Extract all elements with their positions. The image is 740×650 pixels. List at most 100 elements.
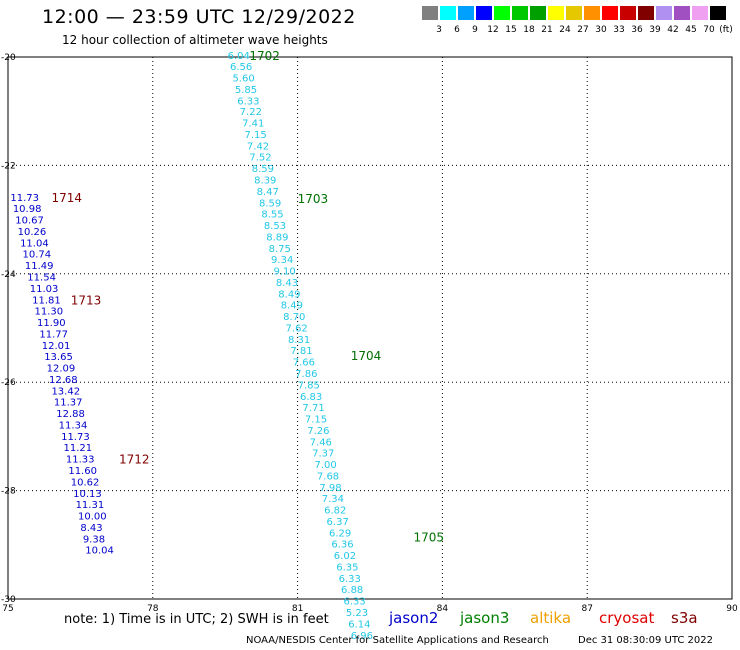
colorbar-label: 70 xyxy=(703,25,715,35)
wave-height-value: 11.04 xyxy=(20,238,49,249)
wave-height-value: 11.33 xyxy=(66,455,95,466)
colorbar-swatch xyxy=(422,6,438,20)
colorbar-label: 30 xyxy=(595,25,607,35)
x-tick-label: 87 xyxy=(581,604,592,614)
wave-height-value: 7.86 xyxy=(295,369,317,380)
colorbar-swatch xyxy=(440,6,456,20)
wave-height-value: 6.37 xyxy=(327,517,349,528)
wave-height-value: 7.00 xyxy=(314,460,336,471)
pass-label: 1703 xyxy=(298,192,329,206)
colorbar-swatch xyxy=(638,6,654,20)
y-tick-label: -30 xyxy=(1,595,16,605)
colorbar-swatch xyxy=(692,6,708,20)
wave-height-value: 7.37 xyxy=(312,449,334,460)
wave-height-value: 11.37 xyxy=(54,398,83,409)
colorbar-swatch xyxy=(620,6,636,20)
colorbar-label: 6 xyxy=(454,25,460,35)
wave-height-value: 6.14 xyxy=(348,619,370,630)
y-tick-label: -22 xyxy=(1,161,16,171)
wave-height-value: 7.71 xyxy=(302,403,324,414)
wave-height-value: 5.85 xyxy=(235,85,257,96)
wave-height-value: 8.70 xyxy=(283,312,305,323)
pass-label: 1714 xyxy=(51,191,82,205)
wave-height-value: 11.60 xyxy=(68,466,97,477)
wave-height-value: 6.02 xyxy=(334,551,356,562)
pass-label: 1704 xyxy=(351,349,382,363)
wave-height-value: 10.00 xyxy=(78,512,107,523)
satellite-legend-item: jason3 xyxy=(460,609,510,627)
colorbar-swatch xyxy=(476,6,492,20)
y-tick-label: -28 xyxy=(1,487,16,497)
colorbar-swatch xyxy=(458,6,474,20)
chart-title: 12:00 — 23:59 UTC 12/29/2022 xyxy=(42,6,356,28)
pass-label: 1713 xyxy=(71,293,102,307)
wave-height-value: 6.35 xyxy=(336,562,358,573)
colorbar-label: 9 xyxy=(472,25,478,35)
colorbar-label: 27 xyxy=(577,25,589,35)
colorbar-label: 42 xyxy=(667,25,679,35)
wave-height-value: 5.60 xyxy=(232,74,254,85)
credit-text: NOAA/NESDIS Center for Satellite Applica… xyxy=(246,635,549,646)
wave-height-value: 13.65 xyxy=(44,352,73,363)
wave-height-value: 8.49 xyxy=(281,301,303,312)
wave-height-value: 7.85 xyxy=(298,380,320,391)
wave-height-value: 8.31 xyxy=(288,335,310,346)
wave-height-value: 11.34 xyxy=(59,420,88,431)
wave-height-value: 6.83 xyxy=(300,392,322,403)
colorbar-swatch xyxy=(710,6,726,20)
wave-height-value: 7.66 xyxy=(293,358,315,369)
wave-height-value: 9.34 xyxy=(271,255,293,266)
pass-label: 1712 xyxy=(119,453,150,467)
colorbar-label: 36 xyxy=(631,25,643,35)
wave-height-value: 10.26 xyxy=(18,227,47,238)
wave-height-value: 10.74 xyxy=(22,250,51,261)
wave-height-value: 8.55 xyxy=(261,210,283,221)
wave-height-value: 11.81 xyxy=(32,295,61,306)
x-tick-label: 81 xyxy=(292,604,303,614)
colorbar-swatch xyxy=(584,6,600,20)
wave-height-value: 11.54 xyxy=(27,273,56,284)
wave-height-value: 6.33 xyxy=(343,597,365,608)
colorbar-label: 18 xyxy=(523,25,535,35)
wave-height-value: 12.88 xyxy=(56,409,85,420)
wave-height-value: 8.59 xyxy=(252,164,274,175)
wave-height-value: 7.42 xyxy=(247,141,269,152)
wave-height-value: 8.53 xyxy=(264,221,286,232)
wave-height-value: 11.03 xyxy=(30,284,59,295)
wave-height-value: 7.34 xyxy=(322,494,344,505)
y-tick-label: -26 xyxy=(1,378,16,388)
wave-height-value: 5.23 xyxy=(346,608,368,619)
wave-height-value: 10.13 xyxy=(73,489,102,500)
colorbar-label: 21 xyxy=(541,25,553,35)
wave-height-value: 11.30 xyxy=(35,307,64,318)
wave-height-value: 12.01 xyxy=(42,341,71,352)
colorbar-swatch xyxy=(674,6,690,20)
wave-height-value: 6.29 xyxy=(329,528,351,539)
pass-label: 1702 xyxy=(249,49,280,63)
colorbar-label: 39 xyxy=(649,25,661,35)
wave-height-value: 11.49 xyxy=(25,261,54,272)
wave-height-value: 6.88 xyxy=(341,585,363,596)
plot-frame xyxy=(7,56,733,600)
satellite-legend-item: cryosat xyxy=(599,609,655,627)
wave-height-value: 7.41 xyxy=(242,119,264,130)
wave-height-value: 12.68 xyxy=(49,375,78,386)
wave-height-value: 7.81 xyxy=(290,346,312,357)
wave-height-value: 8.43 xyxy=(276,278,298,289)
colorbar-label: 24 xyxy=(559,25,571,35)
wave-height-value: 7.52 xyxy=(249,153,271,164)
colorbar-swatch xyxy=(530,6,546,20)
wave-height-value: 13.42 xyxy=(51,386,80,397)
x-tick-label: 78 xyxy=(147,604,159,614)
colorbar-swatch xyxy=(512,6,528,20)
satellite-legend-item: altika xyxy=(530,609,572,627)
wave-height-value: 10.04 xyxy=(85,546,114,557)
wave-height-value: 7.68 xyxy=(317,471,339,482)
colorbar-label: 45 xyxy=(685,25,697,35)
wave-height-value: 6.82 xyxy=(324,506,346,517)
y-tick-label: -24 xyxy=(1,270,16,280)
wave-height-value: 8.59 xyxy=(259,198,281,209)
x-tick-label: 90 xyxy=(726,604,738,614)
wave-height-value: 10.98 xyxy=(13,204,42,215)
